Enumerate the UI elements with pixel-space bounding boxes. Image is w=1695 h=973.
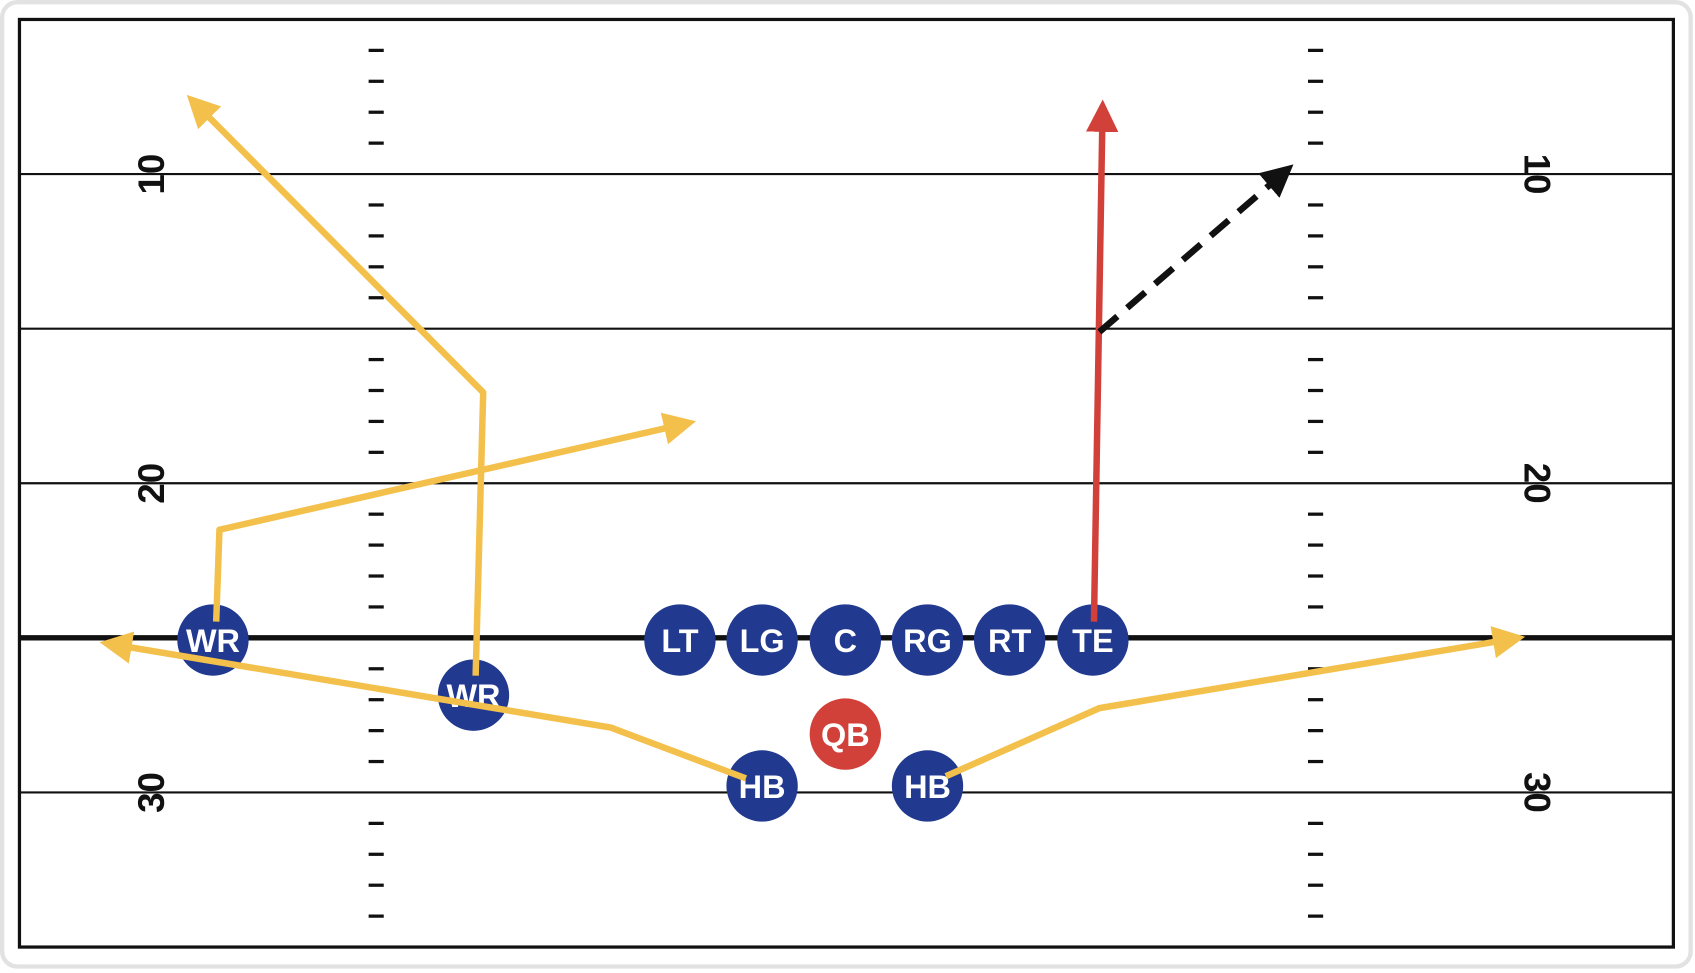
- player-label: TE: [1072, 623, 1113, 659]
- player-marker: [809, 604, 882, 676]
- player-label: WR: [186, 623, 240, 659]
- player: C: [809, 604, 882, 676]
- yard-number: 20: [1517, 463, 1558, 504]
- player-label: LT: [661, 623, 698, 659]
- player: RT: [973, 604, 1046, 676]
- player: TE: [1057, 604, 1129, 676]
- route: [944, 626, 1526, 780]
- player: HB: [726, 750, 798, 822]
- player-marker: [809, 698, 882, 770]
- yard-number: 20: [131, 463, 172, 504]
- route: [1097, 164, 1294, 335]
- route: [212, 412, 696, 622]
- yard-number: 30: [1517, 772, 1558, 813]
- yard-number: 30: [131, 772, 172, 813]
- player-label: LG: [740, 623, 785, 659]
- player-marker: [726, 750, 798, 822]
- routes: [99, 94, 1526, 782]
- player-marker: [726, 604, 798, 676]
- player-marker: [891, 750, 964, 822]
- route: [1085, 99, 1119, 622]
- route: [99, 631, 748, 782]
- player: RG: [891, 604, 964, 676]
- player-label: QB: [821, 717, 870, 753]
- yard-number: 10: [1517, 154, 1558, 195]
- player: QB: [809, 698, 882, 770]
- player-marker: [437, 659, 510, 731]
- player-label: C: [834, 623, 857, 659]
- player: LG: [726, 604, 798, 676]
- yard-number: 10: [131, 154, 172, 195]
- route: [186, 94, 487, 676]
- player-marker: [891, 604, 964, 676]
- player-label: HB: [739, 769, 786, 805]
- player-label: HB: [904, 769, 951, 805]
- player-label: RG: [903, 623, 952, 659]
- player-marker: [644, 604, 716, 676]
- player: HB: [891, 750, 964, 822]
- player: LT: [644, 604, 716, 676]
- yard-numbers: 10 20 30 10 20 30: [131, 154, 1558, 813]
- player-label: RT: [988, 623, 1031, 659]
- player-marker: [973, 604, 1046, 676]
- player-marker: [1057, 604, 1129, 676]
